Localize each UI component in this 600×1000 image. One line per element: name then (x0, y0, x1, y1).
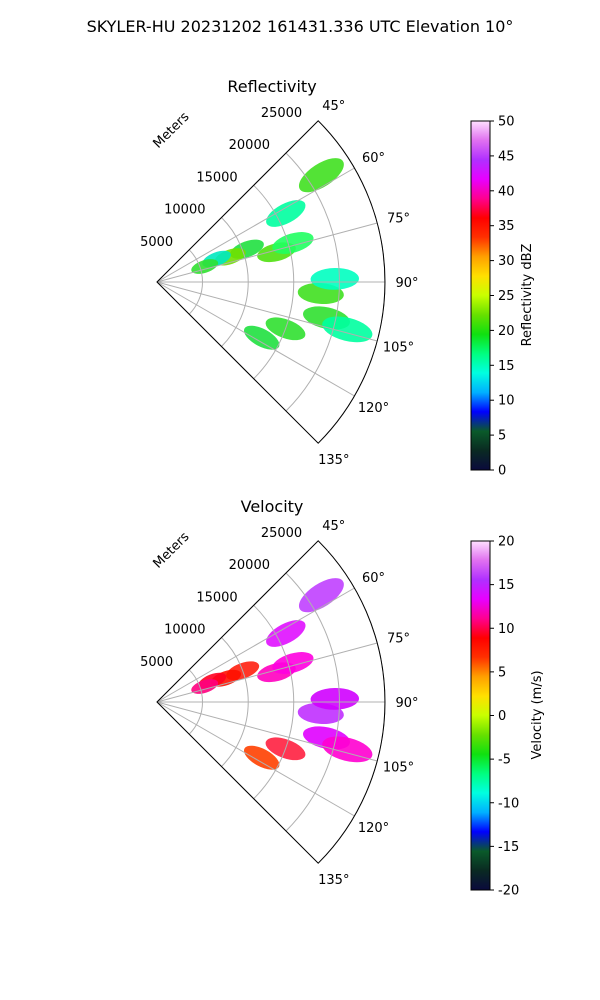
colorbar-tick-label: -15 (498, 840, 519, 855)
figure-suptitle: SKYLER-HU 20231202 161431.336 UTC Elevat… (87, 17, 514, 36)
echo-cell (266, 200, 306, 227)
azimuth-tick-label: 105° (383, 341, 414, 356)
colorbar-tick-label: 40 (498, 184, 515, 199)
echo-cell (310, 687, 359, 710)
range-tick-label: 25000 (261, 106, 302, 121)
range-tick-label: 20000 (229, 558, 270, 573)
range-axis-label: Meters (151, 109, 193, 151)
colorbar-tick-label: 20 (498, 324, 515, 339)
azimuth-spoke (156, 701, 378, 762)
colorbar-tick-label: 10 (498, 394, 515, 409)
azimuth-tick-label: 120° (358, 821, 389, 836)
echo-cell (298, 158, 344, 193)
sector-outline (156, 540, 386, 864)
panel-title: Velocity (241, 497, 304, 516)
azimuth-tick-label: 75° (387, 211, 410, 226)
azimuth-tick-label: 135° (318, 453, 349, 468)
echo-cell (310, 267, 359, 290)
range-tick-label: 5000 (140, 655, 173, 670)
sector-outline (156, 120, 386, 444)
colorbar-tick-label: 30 (498, 254, 515, 269)
velocity-panel: Velocity 45° 60° 75° 90° 105° 120° 135° 5000 100… (140, 497, 418, 888)
echo-cell (243, 745, 280, 770)
range-axis-label: Meters (151, 529, 193, 571)
azimuth-tick-label: 60° (362, 151, 385, 166)
panel-title: Reflectivity (227, 77, 316, 96)
reflectivity-panel: Reflectivity 45° 60° 75° 90° 105° 120° 135° 500… (140, 77, 418, 468)
range-tick-label: 10000 (164, 623, 205, 638)
colorbar-tick-label: -10 (498, 796, 519, 811)
colorbar-tick-label: 5 (498, 429, 506, 444)
colorbar-tick-label: -20 (498, 884, 519, 899)
velocity-colorbar: Velocity (m/s) -20 -15 -10 -5 0 5 10 15 20 (470, 535, 545, 899)
echo-cell (243, 325, 280, 350)
range-tick-label: 20000 (229, 138, 270, 153)
azimuth-spoke (156, 642, 378, 703)
azimuth-tick-label: 135° (318, 873, 349, 888)
azimuth-spoke (156, 587, 355, 703)
range-tick-label: 15000 (196, 590, 237, 605)
azimuth-tick-label: 105° (383, 761, 414, 776)
azimuth-spoke (156, 281, 355, 397)
echo-cell (298, 578, 344, 613)
colorbar-tick-label: 15 (498, 359, 515, 374)
azimuth-tick-label: 120° (358, 401, 389, 416)
azimuth-tick-label: 75° (387, 631, 410, 646)
colorbar-tick-label: 25 (498, 289, 515, 304)
colorbar-tick-label: 35 (498, 219, 515, 234)
colorbar-tick-label: 0 (498, 464, 506, 479)
colorbar-tick-label: 10 (498, 622, 515, 637)
colorbar-tick-label: 0 (498, 709, 506, 724)
colorbar-fill (470, 540, 491, 891)
azimuth-spoke (156, 167, 355, 283)
azimuth-spoke (156, 701, 355, 817)
colorbar-label: Reflectivity dBZ (520, 244, 535, 347)
azimuth-spoke (156, 222, 378, 283)
azimuth-tick-label: 60° (362, 571, 385, 586)
range-tick-label: 15000 (196, 170, 237, 185)
reflectivity-colorbar: Reflectivity dBZ 0 5 10 15 20 25 30 35 40 45 50 (470, 115, 535, 479)
range-tick-label: 10000 (164, 203, 205, 218)
colorbar-tick-label: 45 (498, 149, 515, 164)
colorbar-tick-label: 50 (498, 115, 515, 130)
azimuth-tick-label: 45° (322, 519, 345, 534)
echo-cell (266, 620, 306, 647)
colorbar-tick-label: 15 (498, 578, 515, 593)
range-tick-label: 5000 (140, 235, 173, 250)
colorbar-label: Velocity (m/s) (530, 670, 545, 759)
azimuth-tick-label: 90° (395, 276, 418, 291)
range-tick-label: 25000 (261, 526, 302, 541)
colorbar-fill (470, 120, 491, 471)
azimuth-tick-label: 45° (322, 99, 345, 114)
colorbar-tick-label: -5 (498, 753, 511, 768)
colorbar-tick-label: 20 (498, 535, 515, 550)
azimuth-spoke (156, 281, 378, 342)
azimuth-tick-label: 90° (395, 696, 418, 711)
colorbar-tick-label: 5 (498, 665, 506, 680)
